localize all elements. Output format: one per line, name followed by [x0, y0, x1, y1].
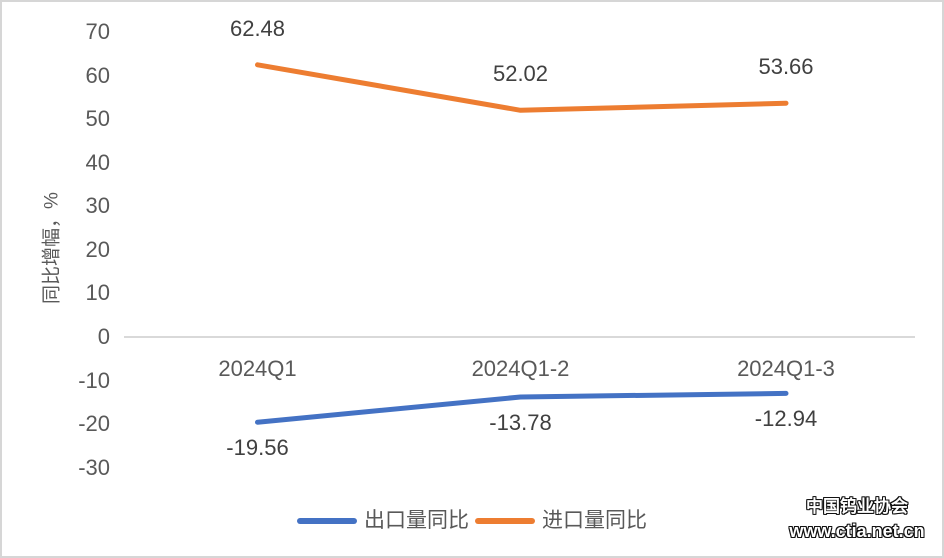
- watermark: 中国钨业协会 www.ctia.net.cn: [789, 495, 924, 544]
- y-tick-label: 60: [85, 62, 110, 88]
- y-tick-label: 10: [85, 280, 110, 306]
- y-tick-label: -30: [78, 454, 110, 480]
- export-data-label: -19.56: [226, 435, 289, 461]
- y-tick-label: 70: [85, 19, 110, 44]
- y-tick-label: -20: [78, 411, 110, 437]
- import-data-label: 62.48: [229, 15, 286, 41]
- legend: 出口量同比 进口量同比: [2, 508, 942, 534]
- export-legend-label: 出口量同比: [364, 509, 469, 532]
- x-axis-line: [124, 336, 915, 338]
- legend-item-import: 进口量同比: [475, 508, 647, 534]
- y-tick-label: 50: [85, 106, 110, 132]
- watermark-org-name: 中国钨业协会: [806, 497, 908, 516]
- export-data-label: -13.78: [489, 410, 552, 436]
- import-legend-swatch: [475, 518, 535, 524]
- import-legend-label: 进口量同比: [542, 509, 647, 532]
- y-tick-label: 40: [85, 149, 110, 175]
- export-data-label: -12.94: [754, 406, 818, 432]
- y-tick-label: 30: [85, 193, 110, 219]
- legend-item-export: 出口量同比: [297, 508, 469, 534]
- x-axis-label: 2024Q1: [218, 356, 297, 381]
- import-data-label: 52.02: [492, 61, 549, 87]
- import-data-label: 53.66: [758, 54, 814, 80]
- x-axis-label: 2024Q1-3: [737, 356, 835, 381]
- watermark-url: www.ctia.net.cn: [789, 521, 925, 541]
- import-series-line: [255, 62, 789, 113]
- y-tick-label: -10: [78, 367, 110, 393]
- y-tick-label: 20: [85, 236, 110, 262]
- y-tick-label: 0: [97, 324, 110, 349]
- export-legend-swatch: [297, 518, 357, 524]
- x-axis-label: 2024Q1-2: [471, 356, 570, 381]
- export-series-line: [255, 390, 789, 425]
